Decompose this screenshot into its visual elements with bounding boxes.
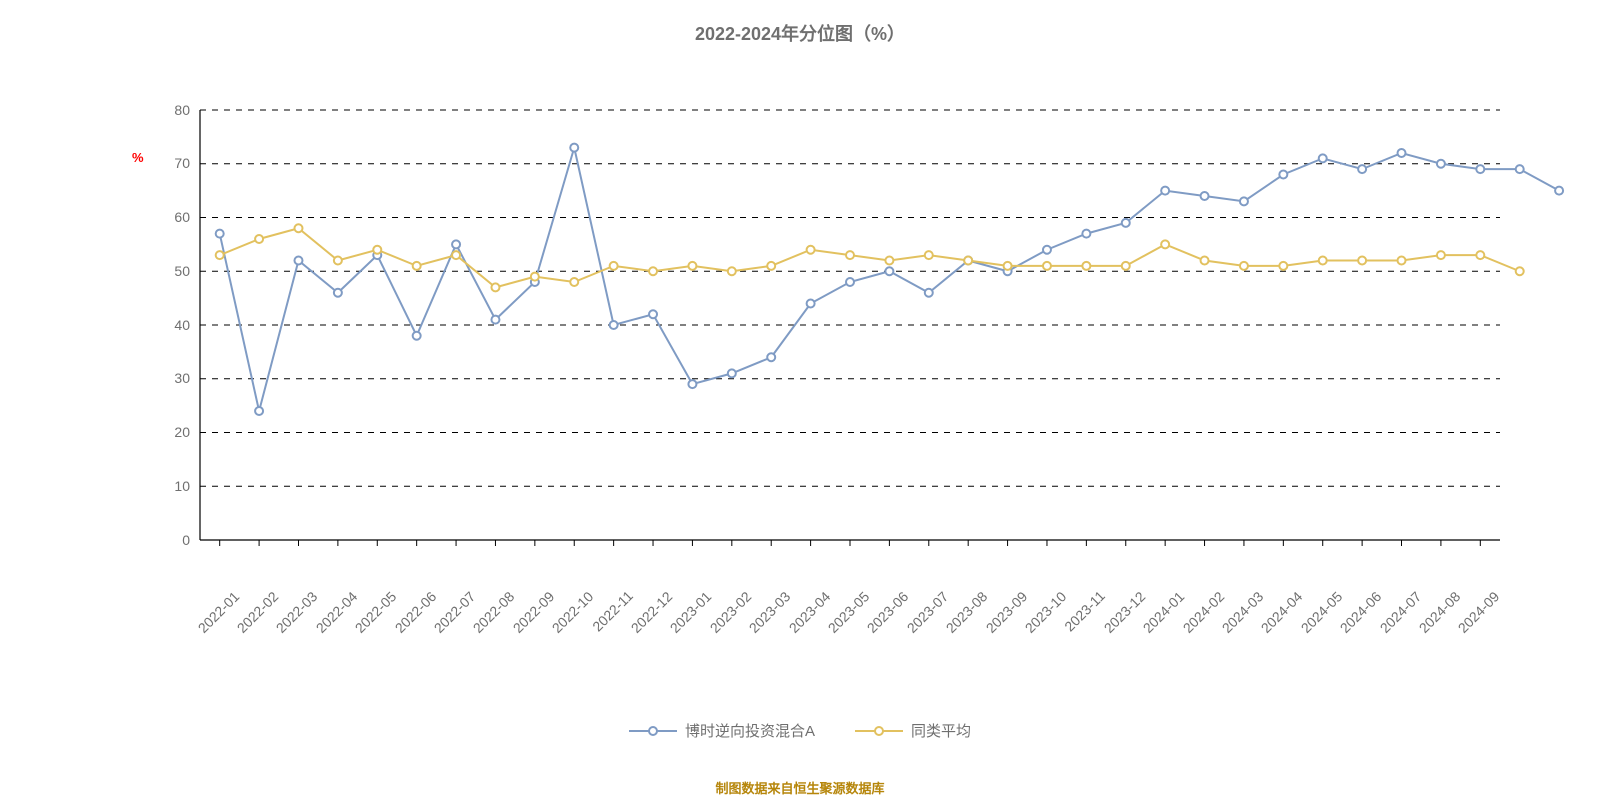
series-marker [216,230,224,238]
series-marker [1398,257,1406,265]
series-marker [1358,257,1366,265]
series-marker [1319,154,1327,162]
series-marker [413,332,421,340]
legend-label: 同类平均 [911,720,971,741]
legend-label: 博时逆向投资混合A [685,720,815,741]
series-marker [294,257,302,265]
legend-item: 同类平均 [855,720,971,741]
series-marker [807,246,815,254]
series-marker [1516,267,1524,275]
y-tick-label: 0 [150,532,190,548]
series-marker [1082,230,1090,238]
series-marker [1201,192,1209,200]
series-marker [1437,160,1445,168]
series-marker [1476,165,1484,173]
series-marker [767,262,775,270]
legend-swatch [629,723,677,739]
series-marker [491,283,499,291]
series-marker [413,262,421,270]
series-marker [1122,262,1130,270]
y-tick-label: 20 [150,424,190,440]
series-marker [491,316,499,324]
series-marker [1201,257,1209,265]
percentile-chart: 2022-2024年分位图（%） % 01020304050607080 202… [0,0,1600,800]
series-marker [610,321,618,329]
series-marker [688,380,696,388]
series-marker [1122,219,1130,227]
y-tick-label: 30 [150,370,190,386]
series-marker [294,224,302,232]
y-tick-label: 10 [150,478,190,494]
plot-area [0,0,1600,800]
series-marker [767,353,775,361]
series-marker [846,278,854,286]
y-tick-label: 60 [150,209,190,225]
series-marker [688,262,696,270]
series-marker [255,407,263,415]
series-marker [846,251,854,259]
series-marker [1437,251,1445,259]
series-marker [885,257,893,265]
series-marker [649,310,657,318]
legend-item: 博时逆向投资混合A [629,720,815,741]
series-marker [1279,171,1287,179]
series-marker [570,144,578,152]
chart-legend: 博时逆向投资混合A 同类平均 [0,720,1600,741]
chart-footer: 制图数据来自恒生聚源数据库 [0,778,1600,797]
series-marker [255,235,263,243]
series-marker [728,267,736,275]
y-tick-label: 40 [150,317,190,333]
series-marker [1043,262,1051,270]
series-marker [1555,187,1563,195]
series-marker [531,273,539,281]
series-marker [1319,257,1327,265]
series-marker [1279,262,1287,270]
y-tick-label: 70 [150,155,190,171]
series-marker [452,251,460,259]
series-marker [334,289,342,297]
series-marker [334,257,342,265]
series-marker [925,289,933,297]
series-marker [964,257,972,265]
series-marker [885,267,893,275]
series-marker [610,262,618,270]
series-marker [1161,240,1169,248]
legend-swatch [855,723,903,739]
series-line [220,148,1559,411]
series-marker [1161,187,1169,195]
series-marker [1240,262,1248,270]
series-marker [925,251,933,259]
series-marker [728,369,736,377]
series-marker [570,278,578,286]
series-marker [373,246,381,254]
series-marker [452,240,460,248]
series-marker [1476,251,1484,259]
series-marker [1082,262,1090,270]
series-marker [1004,262,1012,270]
series-marker [649,267,657,275]
y-tick-label: 80 [150,102,190,118]
series-marker [1516,165,1524,173]
series-marker [1043,246,1051,254]
series-marker [1240,197,1248,205]
series-marker [1358,165,1366,173]
series-marker [1398,149,1406,157]
series-marker [216,251,224,259]
y-tick-label: 50 [150,263,190,279]
series-marker [807,300,815,308]
